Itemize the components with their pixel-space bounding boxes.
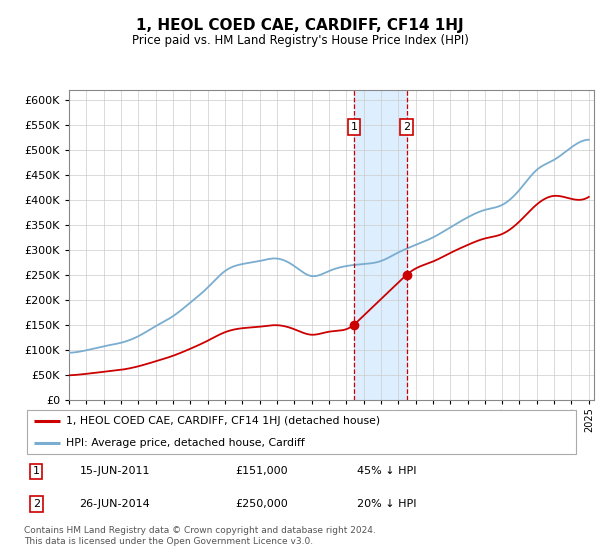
Text: £151,000: £151,000 bbox=[235, 466, 287, 477]
Text: Contains HM Land Registry data © Crown copyright and database right 2024.
This d: Contains HM Land Registry data © Crown c… bbox=[24, 526, 376, 546]
Text: 2: 2 bbox=[32, 499, 40, 509]
Text: 1: 1 bbox=[33, 466, 40, 477]
Text: Price paid vs. HM Land Registry's House Price Index (HPI): Price paid vs. HM Land Registry's House … bbox=[131, 34, 469, 46]
Text: 1, HEOL COED CAE, CARDIFF, CF14 1HJ: 1, HEOL COED CAE, CARDIFF, CF14 1HJ bbox=[136, 18, 464, 33]
Text: HPI: Average price, detached house, Cardiff: HPI: Average price, detached house, Card… bbox=[65, 438, 304, 448]
Text: 20% ↓ HPI: 20% ↓ HPI bbox=[357, 499, 416, 509]
Text: 1: 1 bbox=[350, 122, 358, 132]
Text: 15-JUN-2011: 15-JUN-2011 bbox=[79, 466, 150, 477]
Text: 1, HEOL COED CAE, CARDIFF, CF14 1HJ (detached house): 1, HEOL COED CAE, CARDIFF, CF14 1HJ (det… bbox=[65, 416, 380, 426]
FancyBboxPatch shape bbox=[27, 410, 576, 454]
Text: 45% ↓ HPI: 45% ↓ HPI bbox=[357, 466, 416, 477]
Text: £250,000: £250,000 bbox=[235, 499, 287, 509]
Bar bbox=[354, 90, 407, 400]
Text: 26-JUN-2014: 26-JUN-2014 bbox=[79, 499, 150, 509]
Text: 2: 2 bbox=[403, 122, 410, 132]
